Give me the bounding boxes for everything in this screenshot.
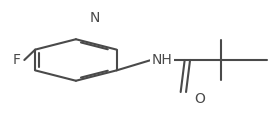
Text: O: O (194, 92, 205, 106)
Text: N: N (90, 11, 100, 25)
Text: NH: NH (151, 53, 172, 67)
Text: F: F (12, 53, 20, 67)
